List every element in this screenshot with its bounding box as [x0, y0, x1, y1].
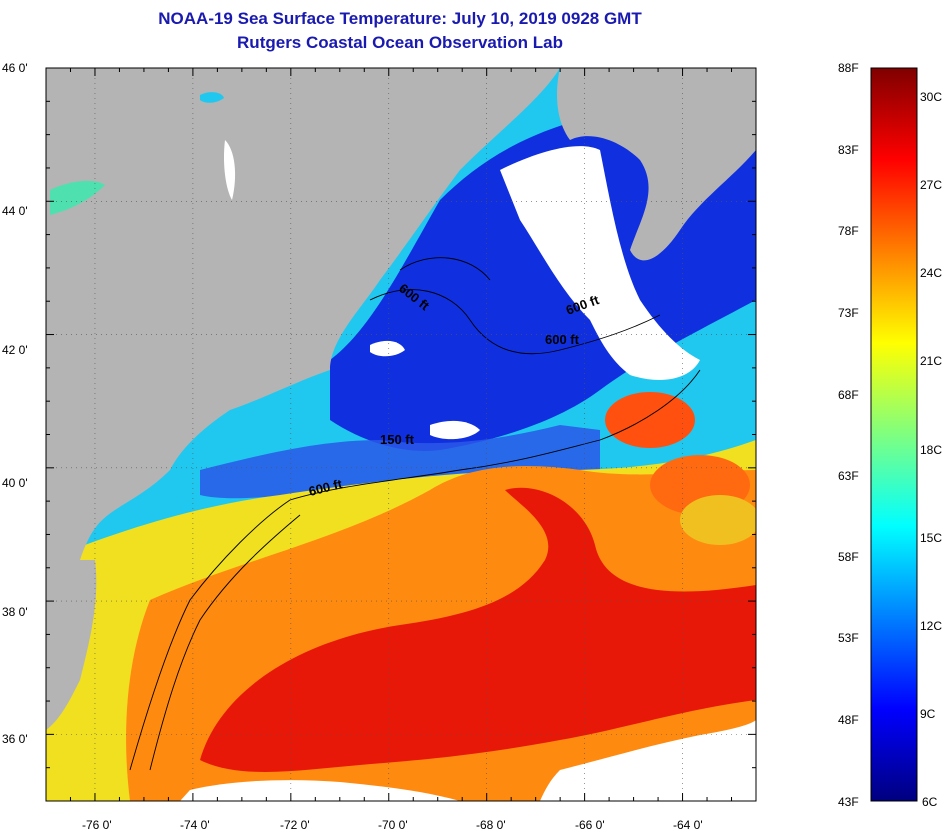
- map-layers: [46, 68, 756, 801]
- cloud-patch-1: [430, 420, 480, 440]
- bathymetry-contours: [129, 257, 701, 771]
- lon-tick-label: -74 0': [180, 818, 210, 832]
- land-nova-scotia: [557, 68, 756, 261]
- colorbar-label-f: 68F: [838, 388, 859, 402]
- lon-tick-label: -76 0': [82, 818, 112, 832]
- colorbar-label-f: 88F: [838, 61, 859, 75]
- lat-tick-label: 42 0': [2, 343, 28, 357]
- lat-tick-label: 36 0': [2, 732, 28, 746]
- land-us-east-coast: [46, 68, 560, 700]
- contour-label: 600 ft: [545, 332, 580, 347]
- lat-tick-label: 46 0': [2, 61, 28, 75]
- contour-line-inner: [149, 514, 301, 771]
- colorbar-label-f: 73F: [838, 306, 859, 320]
- lon-tick-label: -68 0': [476, 818, 506, 832]
- contour-line-gulf: [369, 289, 661, 355]
- figure-title: NOAA-19 Sea Surface Temperature: July 10…: [158, 9, 642, 28]
- contour-label: 150 ft: [380, 432, 415, 447]
- cold-water-shelf: [200, 425, 600, 499]
- land-delmarva: [46, 560, 97, 730]
- lat-tick-label: 40 0': [2, 476, 28, 490]
- colorbar: [870, 67, 918, 802]
- colorbar-label-c: 18C: [920, 443, 943, 457]
- inland-water-patch: [200, 92, 224, 103]
- colorbar-label-c: 6C: [922, 795, 938, 809]
- lat-lon-grid: [46, 68, 756, 801]
- cloud-southeast: [540, 720, 756, 801]
- inland-water-west: [50, 180, 105, 215]
- lat-tick-label: 38 0': [2, 605, 28, 619]
- colorbar-label-f: 63F: [838, 469, 859, 483]
- colorbar-label-c: 12C: [920, 619, 943, 633]
- colorbar-label-c: 30C: [920, 90, 943, 104]
- lon-tick-label: -72 0': [280, 818, 310, 832]
- gulf-stream: [200, 487, 756, 772]
- cloud-patch-3: [223, 140, 236, 200]
- contour-line-gulf-2: [399, 257, 491, 281]
- colorbar-label-f: 58F: [838, 550, 859, 564]
- colorbar-label-c: 21C: [920, 354, 943, 368]
- colorbar-label-c: 24C: [920, 266, 943, 280]
- colorbar-label-f: 48F: [838, 713, 859, 727]
- mild-patch-east: [680, 495, 756, 545]
- lon-tick-label: -64 0': [673, 818, 703, 832]
- lon-tick-label: -66 0': [575, 818, 605, 832]
- warm-core-ring: [605, 392, 695, 448]
- colorbar-label-c: 15C: [920, 531, 943, 545]
- colorbar-label-f: 83F: [838, 143, 859, 157]
- colorbar-label-f: 43F: [838, 795, 859, 809]
- map-ticks: [45, 67, 757, 802]
- lat-tick-label: 44 0': [2, 204, 28, 218]
- colorbar-label-c: 9C: [920, 707, 936, 721]
- cloud-south: [180, 780, 460, 801]
- lon-tick-label: -70 0': [378, 818, 408, 832]
- colorbar-label-f: 53F: [838, 631, 859, 645]
- figure-subtitle: Rutgers Coastal Ocean Observation Lab: [237, 33, 563, 52]
- contour-line-shelf-break: [129, 369, 701, 771]
- cloud-patch-2: [370, 340, 405, 357]
- colorbar-label-f: 78F: [838, 224, 859, 238]
- colorbar-label-c: 27C: [920, 178, 943, 192]
- cloud-bay-of-fundy: [500, 146, 700, 380]
